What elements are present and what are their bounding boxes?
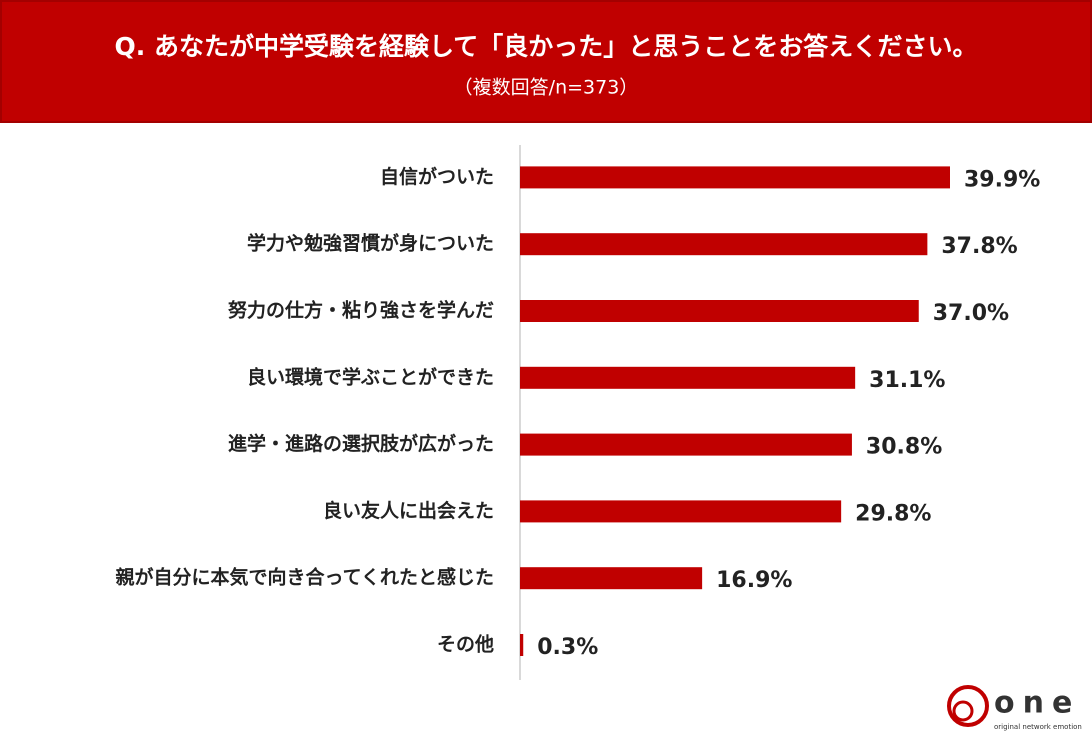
category-label: 学力や勉強習慣が身についた — [247, 232, 494, 255]
category-label: 進学・進路の選択肢が広がった — [228, 432, 494, 455]
chart-title: Q. あなたが中学受験を経験して「良かった」と思うことをお答えください。 — [115, 32, 978, 61]
value-label: 37.8% — [941, 234, 1017, 259]
value-label: 16.9% — [716, 568, 792, 593]
bar — [520, 366, 856, 389]
category-label: 良い友人に出会えた — [323, 499, 494, 522]
bar — [520, 300, 919, 322]
value-label: 30.8% — [866, 435, 942, 460]
category-label: 努力の仕方・粘り強さを学んだ — [228, 299, 494, 322]
bar — [520, 500, 842, 523]
chart-subtitle: （複数回答/n=373） — [454, 77, 639, 99]
logo-icon — [947, 685, 989, 727]
bar — [520, 233, 928, 256]
value-label: 39.9% — [964, 167, 1040, 192]
category-label: 親が自分に本気で向き合ってくれたと感じた — [116, 566, 494, 589]
category-label: その他 — [437, 633, 494, 656]
value-label: 31.1% — [869, 368, 945, 393]
bar — [520, 166, 950, 189]
bar — [520, 634, 524, 656]
logo-tagline: original network emotion — [994, 723, 1082, 731]
category-label: 良い環境で学ぶことができた — [247, 365, 494, 388]
bar — [520, 567, 703, 590]
bar — [520, 433, 852, 456]
header-band — [0, 0, 1092, 123]
logo-name: one — [994, 686, 1080, 721]
value-label: 29.8% — [855, 501, 931, 526]
value-label: 0.3% — [537, 635, 598, 660]
logo-icon-inner — [952, 700, 974, 722]
value-label: 37.0% — [933, 301, 1009, 326]
logo: one original network emotion — [947, 685, 1082, 731]
category-label: 自信がついた — [380, 165, 494, 188]
